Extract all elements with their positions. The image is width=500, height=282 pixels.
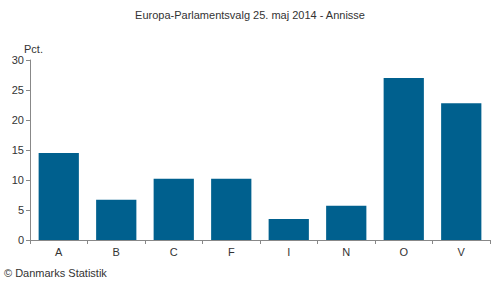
- svg-text:C: C: [170, 246, 178, 258]
- svg-text:F: F: [228, 246, 235, 258]
- svg-text:A: A: [55, 246, 63, 258]
- svg-text:Pct.: Pct.: [24, 43, 43, 55]
- svg-text:20: 20: [12, 114, 24, 126]
- svg-text:25: 25: [12, 84, 24, 96]
- svg-text:5: 5: [18, 204, 24, 216]
- svg-text:I: I: [287, 246, 290, 258]
- svg-text:N: N: [342, 246, 350, 258]
- svg-text:B: B: [113, 246, 120, 258]
- svg-text:0: 0: [18, 234, 24, 246]
- svg-text:V: V: [458, 246, 466, 258]
- svg-text:15: 15: [12, 144, 24, 156]
- svg-text:30: 30: [12, 54, 24, 66]
- svg-text:10: 10: [12, 174, 24, 186]
- svg-text:© Danmarks Statistik: © Danmarks Statistik: [4, 267, 107, 279]
- svg-text:O: O: [399, 246, 408, 258]
- svg-text:Europa-Parlamentsvalg 25. maj: Europa-Parlamentsvalg 25. maj 2014 - Ann…: [135, 9, 365, 21]
